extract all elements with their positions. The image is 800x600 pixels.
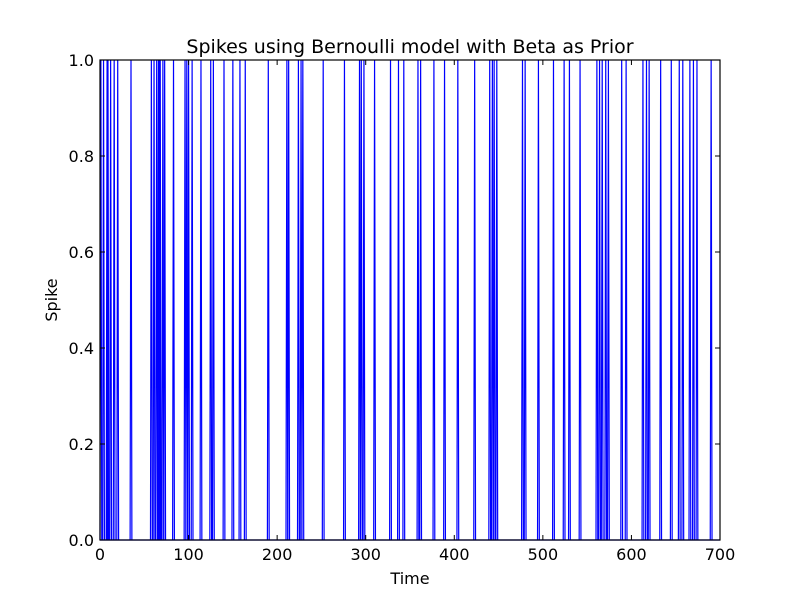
- chart-title: Spikes using Bernoulli model with Beta a…: [186, 36, 633, 58]
- x-tick-label: 400: [439, 545, 470, 564]
- y-tick-label: 0.8: [69, 147, 94, 166]
- y-tick-label: 0.2: [69, 435, 94, 454]
- x-axis-label: Time: [389, 569, 429, 588]
- y-tick-label: 1.0: [69, 51, 94, 70]
- y-tick-label: 0.6: [69, 243, 94, 262]
- tick-layer: 0 100 200 300 400 500 600 700 0.0 0.2 0.4 0.6 0.8 1.0: [69, 51, 736, 564]
- y-tick-label: 0.4: [69, 339, 94, 358]
- y-tick-label: 0.0: [69, 531, 94, 550]
- x-tick-label: 100: [173, 545, 204, 564]
- x-tick-label: 0: [95, 545, 105, 564]
- x-tick-label: 700: [705, 545, 736, 564]
- x-tick-label: 300: [350, 545, 381, 564]
- y-axis-label: Spike: [42, 278, 61, 321]
- x-tick-label: 600: [616, 545, 647, 564]
- x-tick-label: 500: [528, 545, 559, 564]
- x-tick-label: 200: [262, 545, 293, 564]
- plot-frame: [99, 59, 721, 541]
